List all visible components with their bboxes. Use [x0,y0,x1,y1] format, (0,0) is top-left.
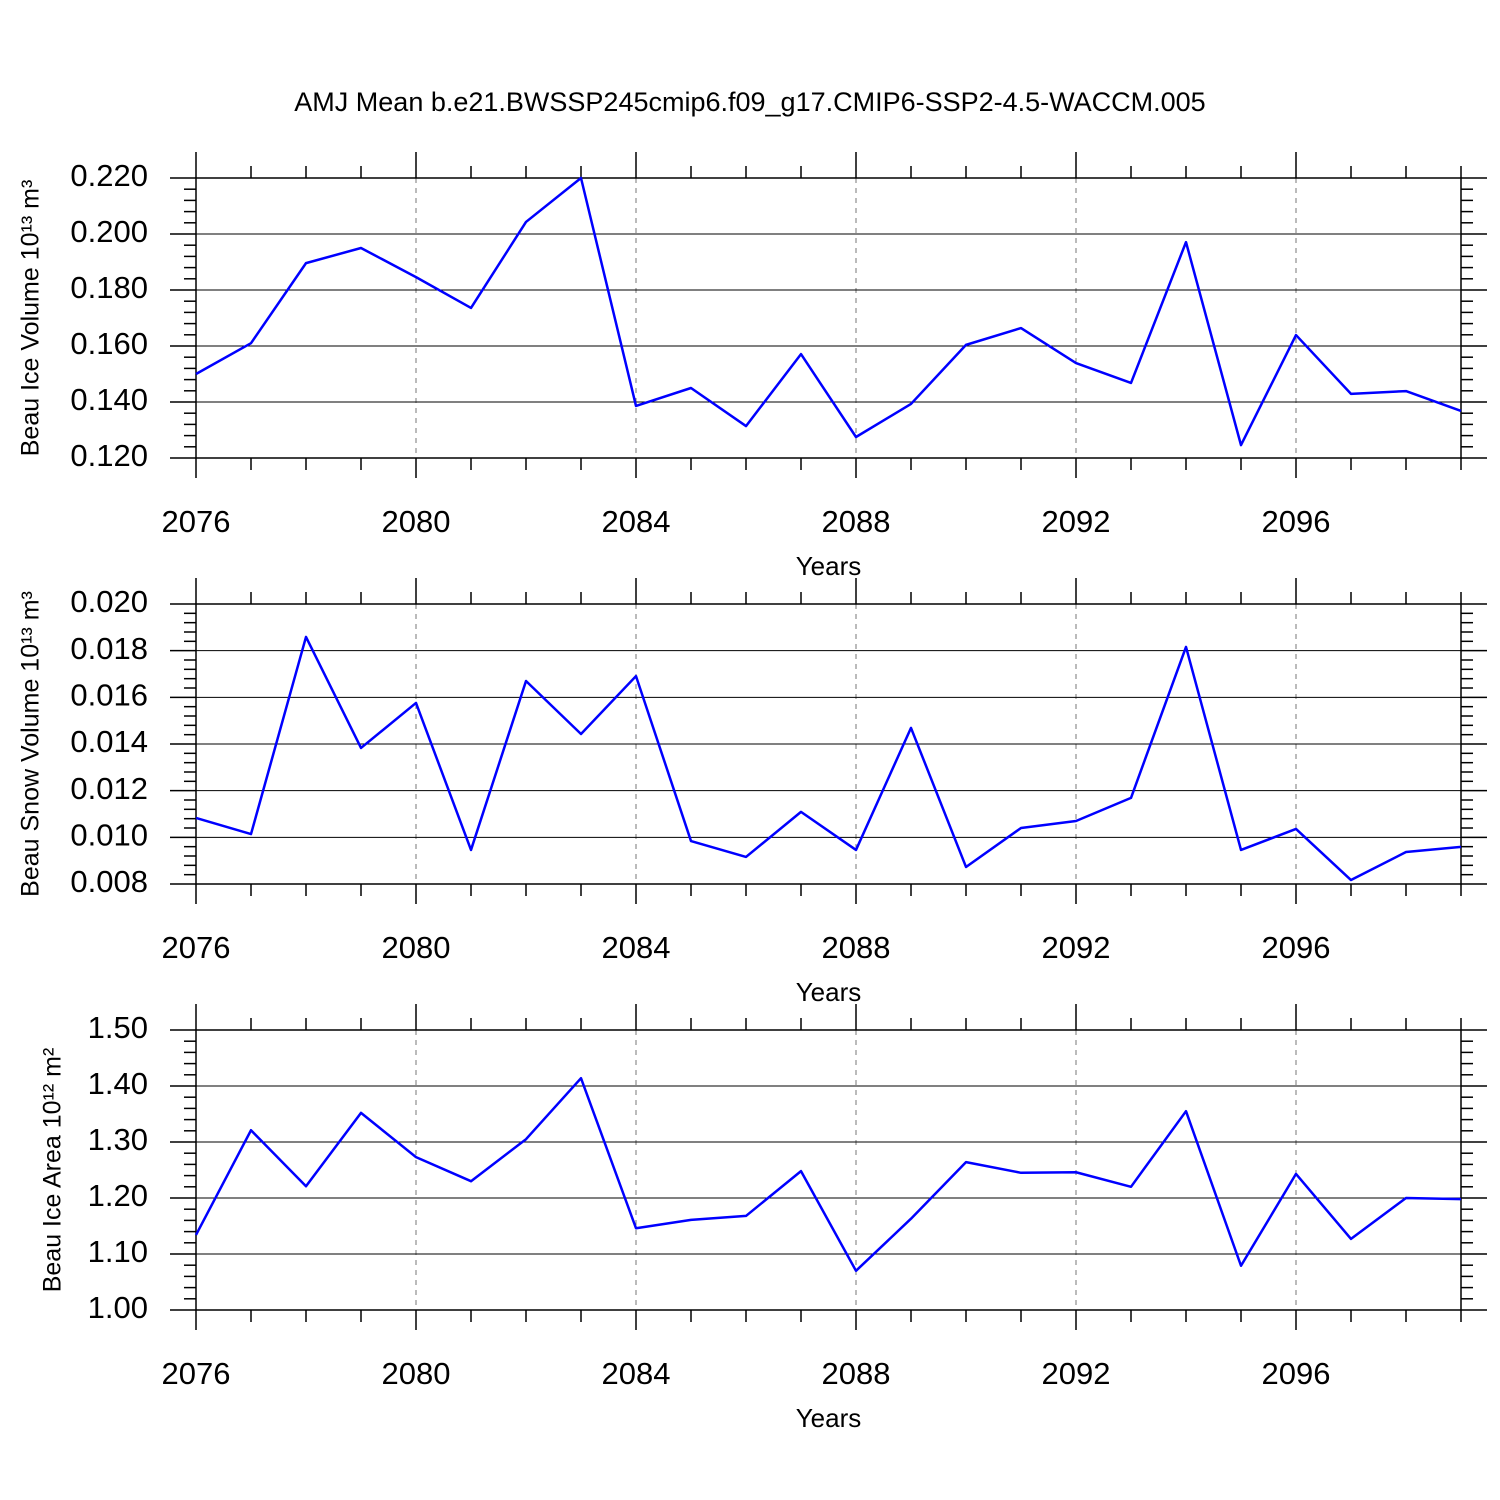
y-tick-label: 1.50 [88,1010,148,1045]
y-tick-label: 0.008 [70,864,148,899]
plot-frame [195,603,1462,885]
x-axis-label: Years [796,977,862,1007]
series-line [195,635,1462,882]
y-tick-label: 0.016 [70,678,148,713]
y-tick-label: 0.020 [70,584,148,619]
y-tick-label: 1.10 [88,1234,148,1269]
panel: 2076 2080 2084 2088 2092 2096 1.00 1.10 1.20 1.30… [39,1004,1487,1433]
y-tick-label: 1.00 [88,1290,148,1325]
y-tick-label: 0.018 [70,631,148,666]
x-tick-label: 2096 [1262,504,1331,539]
x-tick-label: 2092 [1042,930,1111,965]
x-tick-label: 2084 [602,930,671,965]
x-tick-label: 2084 [602,504,671,539]
series-line [194,1076,1462,1273]
series-line [195,176,1462,447]
plot-frame [195,1029,1462,1311]
y-tick-label: 0.010 [70,818,148,853]
y-axis-label: Beau Ice Area 10¹² m² [39,1048,67,1293]
x-tick-label: 2080 [382,930,451,965]
y-tick-label: 0.200 [70,214,148,249]
x-tick-label: 2096 [1262,930,1331,965]
panel: 2076 2080 2084 2088 2092 2096 0.120 0.140 0.160 0… [17,152,1487,581]
x-axis-label: Years [796,1403,862,1433]
y-tick-label: 0.014 [70,724,148,759]
x-tick-label: 2080 [382,504,451,539]
y-tick-label: 0.160 [70,326,148,361]
x-tick-label: 2084 [602,1356,671,1391]
y-tick-label: 0.180 [70,270,148,305]
y-axis-label: Beau Ice Volume 10¹³ m³ [17,180,45,457]
x-axis-label: Years [796,551,862,581]
x-tick-label: 2080 [382,1356,451,1391]
y-tick-label: 1.20 [88,1178,148,1213]
y-tick-label: 0.120 [70,438,148,473]
panel: 2076 2080 2084 2088 2092 2096 0.008 0.010 0.012 0… [17,578,1487,1007]
y-tick-label: 0.140 [70,382,148,417]
x-tick-label: 2076 [162,930,231,965]
x-tick-label: 2076 [162,1356,231,1391]
x-tick-label: 2092 [1042,504,1111,539]
plot-frame [195,177,1462,459]
y-axis-label: Beau Snow Volume 10¹³ m³ [17,591,45,897]
y-tick-label: 0.012 [70,771,148,806]
x-tick-label: 2096 [1262,1356,1331,1391]
y-tick-label: 0.220 [70,158,148,193]
x-tick-label: 2092 [1042,1356,1111,1391]
x-tick-label: 2076 [162,504,231,539]
y-tick-label: 1.30 [88,1122,148,1157]
y-tick-label: 1.40 [88,1066,148,1101]
x-tick-label: 2088 [822,930,891,965]
x-tick-label: 2088 [822,504,891,539]
figure-title: AMJ Mean b.e21.BWSSP245cmip6.f09_g17.CMI… [294,87,1205,117]
x-tick-label: 2088 [822,1356,891,1391]
